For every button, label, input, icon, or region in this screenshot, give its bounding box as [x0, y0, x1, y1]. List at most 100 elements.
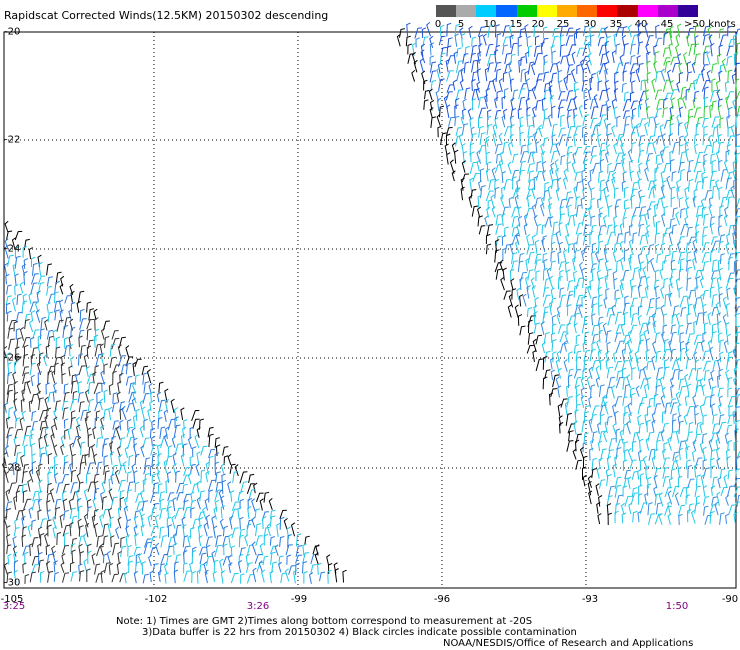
wind-barb: [238, 554, 244, 565]
wind-barb: [278, 561, 283, 573]
wind-barb: [62, 572, 70, 583]
wind-barb: [71, 537, 78, 548]
wind-barb: [676, 241, 681, 253]
wind-barb: [478, 225, 486, 235]
wind-barb: [30, 336, 35, 348]
lat-label: -30: [4, 577, 21, 589]
wind-barb: [706, 70, 711, 84]
wind-barb: [396, 33, 401, 47]
wind-barb: [703, 51, 708, 65]
wind-barb: [672, 451, 679, 461]
wind-barb: [429, 99, 435, 111]
wind-barb: [44, 427, 50, 439]
wind-barb: [62, 490, 67, 502]
wind-barb: [630, 215, 637, 228]
wind-barb: [20, 454, 25, 468]
wind-barb: [445, 91, 453, 101]
wind-barb: [613, 162, 621, 172]
wind-barb: [582, 474, 587, 487]
wind-barb: [142, 437, 150, 449]
wind-barb: [703, 144, 712, 154]
wind-barb: [486, 161, 492, 173]
wind-barb: [645, 43, 650, 55]
wind-barb: [629, 387, 635, 398]
legend-label-max: >50 knots: [684, 19, 736, 30]
wind-barb: [703, 505, 709, 516]
wind-barb: [645, 105, 651, 120]
wind-barb: [732, 410, 737, 425]
wind-barb: [139, 490, 145, 503]
wind-barb: [654, 243, 660, 255]
wind-barb: [679, 151, 687, 164]
wind-barb: [563, 168, 569, 182]
wind-barb: [87, 481, 96, 493]
wind-barb: [711, 116, 720, 128]
wind-barb: [69, 442, 74, 456]
wind-barb: [120, 536, 125, 548]
wind-barb: [38, 397, 44, 411]
wind-barb: [12, 536, 17, 548]
wind-barb: [686, 333, 694, 345]
wind-barb: [660, 184, 665, 199]
wind-barb: [175, 524, 182, 537]
wind-barb: [708, 196, 714, 208]
wind-barb: [533, 304, 538, 318]
wind-barb: [50, 433, 55, 448]
wind-barb: [724, 206, 729, 218]
wind-barb: [287, 534, 292, 548]
wind-barb: [685, 348, 690, 361]
wind-barb: [672, 419, 677, 433]
wind-barb: [719, 34, 728, 47]
wind-barb: [637, 22, 642, 37]
wind-barb: [608, 485, 615, 497]
wind-barb: [86, 345, 92, 358]
wind-barb: [525, 207, 534, 219]
wind-barb: [70, 356, 75, 368]
wind-barb: [114, 469, 120, 484]
wind-barb: [30, 282, 38, 295]
wind-barb: [662, 349, 671, 361]
wind-barb: [199, 546, 207, 556]
wind-barb: [711, 78, 716, 93]
wind-barb: [613, 277, 618, 290]
wind-barb: [494, 45, 501, 56]
wind-barb: [691, 61, 696, 73]
wind-barb: [605, 288, 610, 300]
wind-barb: [22, 490, 28, 503]
wind-barb: [708, 134, 713, 147]
wind-barb: [54, 400, 61, 412]
wind-barb: [685, 358, 692, 370]
wind-barb: [180, 453, 185, 467]
wind-barb: [49, 488, 55, 503]
wind-barb: [614, 332, 622, 343]
wind-barb: [519, 294, 524, 307]
wind-barb: [498, 132, 503, 145]
wind-barb: [6, 434, 13, 447]
wind-barb: [100, 424, 105, 439]
wind-barb: [21, 300, 28, 314]
wind-barb: [686, 34, 691, 47]
wind-barb: [509, 115, 515, 128]
wind-barb: [502, 71, 508, 83]
wind-barb: [732, 99, 737, 111]
wind-barb: [63, 316, 71, 330]
wind-barb: [700, 340, 706, 352]
wind-barb: [22, 463, 29, 474]
wind-barb: [703, 153, 708, 166]
wind-barb: [52, 390, 58, 403]
wind-barb: [476, 68, 482, 82]
wind-barb: [656, 439, 661, 451]
wind-barb: [549, 95, 555, 109]
wind-barb: [616, 133, 624, 146]
wind-barb: [174, 443, 182, 456]
wind-barb: [237, 559, 243, 573]
wind-barb: [550, 388, 558, 397]
legend-swatch: [637, 5, 658, 17]
wind-barb: [64, 428, 69, 440]
wind-barb: [702, 485, 708, 497]
wind-barb: [534, 197, 542, 209]
wind-barb: [119, 401, 126, 412]
wind-barb: [148, 382, 153, 395]
wind-barb: [68, 344, 74, 357]
wind-barb: [295, 554, 303, 564]
